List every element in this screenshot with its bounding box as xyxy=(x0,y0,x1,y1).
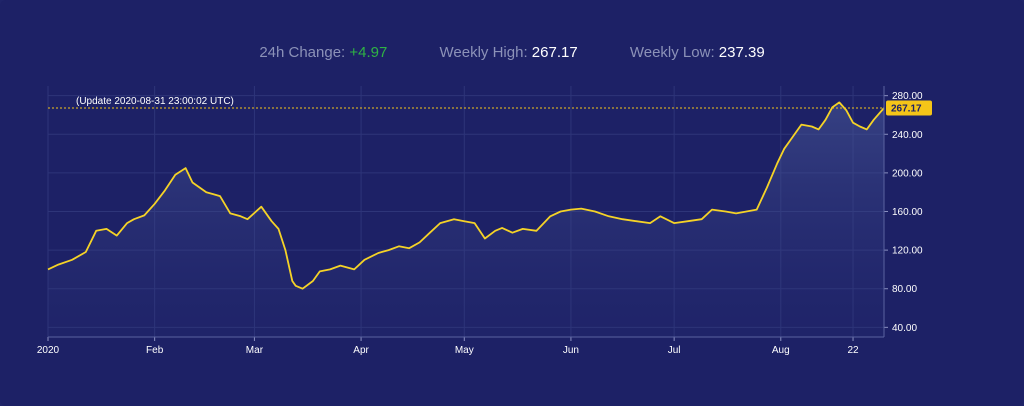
weekly-high-stat: Weekly High: 267.17 xyxy=(440,44,578,61)
y-tick-label: 160.00 xyxy=(892,207,923,218)
x-tick-label: 2020 xyxy=(37,345,60,356)
change-stat: 24h Change: +4.97 xyxy=(259,44,387,61)
price-line xyxy=(47,101,885,290)
change-label: 24h Change: xyxy=(259,44,346,61)
y-tick-label: 80.00 xyxy=(892,284,917,295)
current-price-tag-label: 267.17 xyxy=(891,104,922,115)
update-timestamp: (Update 2020-08-31 23:00:02 UTC) xyxy=(76,96,234,107)
weekly-high-label: Weekly High: xyxy=(439,44,528,61)
price-area xyxy=(48,102,884,338)
y-tick-label: 120.00 xyxy=(892,246,923,257)
x-tick-label: May xyxy=(455,345,474,356)
x-tick-label: Apr xyxy=(353,345,369,356)
x-tick-label: Mar xyxy=(246,345,264,356)
y-tick-label: 40.00 xyxy=(892,323,917,334)
current-price-tag: 267.17 xyxy=(886,100,932,116)
stats-bar: 24h Change: +4.97 Weekly High: 267.17 We… xyxy=(0,44,1024,61)
y-tick-label: 240.00 xyxy=(892,130,923,141)
x-tick-label: Feb xyxy=(146,345,164,356)
x-axis: 2020 Feb Mar Apr May Jun Jul Aug 22 xyxy=(37,336,884,356)
x-tick-label: Aug xyxy=(772,345,790,356)
y-tick-label: 280.00 xyxy=(892,91,923,102)
change-value: +4.97 xyxy=(349,44,388,61)
y-axis: 40.00 80.00 120.00 160.00 200.00 240.00 280.00 xyxy=(883,86,923,337)
weekly-low-label: Weekly Low: xyxy=(629,44,715,61)
weekly-high-value: 267.17 xyxy=(531,44,578,61)
y-tick-label: 200.00 xyxy=(892,168,923,179)
weekly-low-stat: Weekly Low: 237.39 xyxy=(630,44,765,61)
weekly-low-value: 237.39 xyxy=(718,44,765,61)
x-tick-label: 22 xyxy=(847,345,859,356)
x-tick-label: Jun xyxy=(563,345,579,356)
x-tick-label: Jul xyxy=(668,345,681,356)
current-price-tag-bg xyxy=(886,100,932,116)
